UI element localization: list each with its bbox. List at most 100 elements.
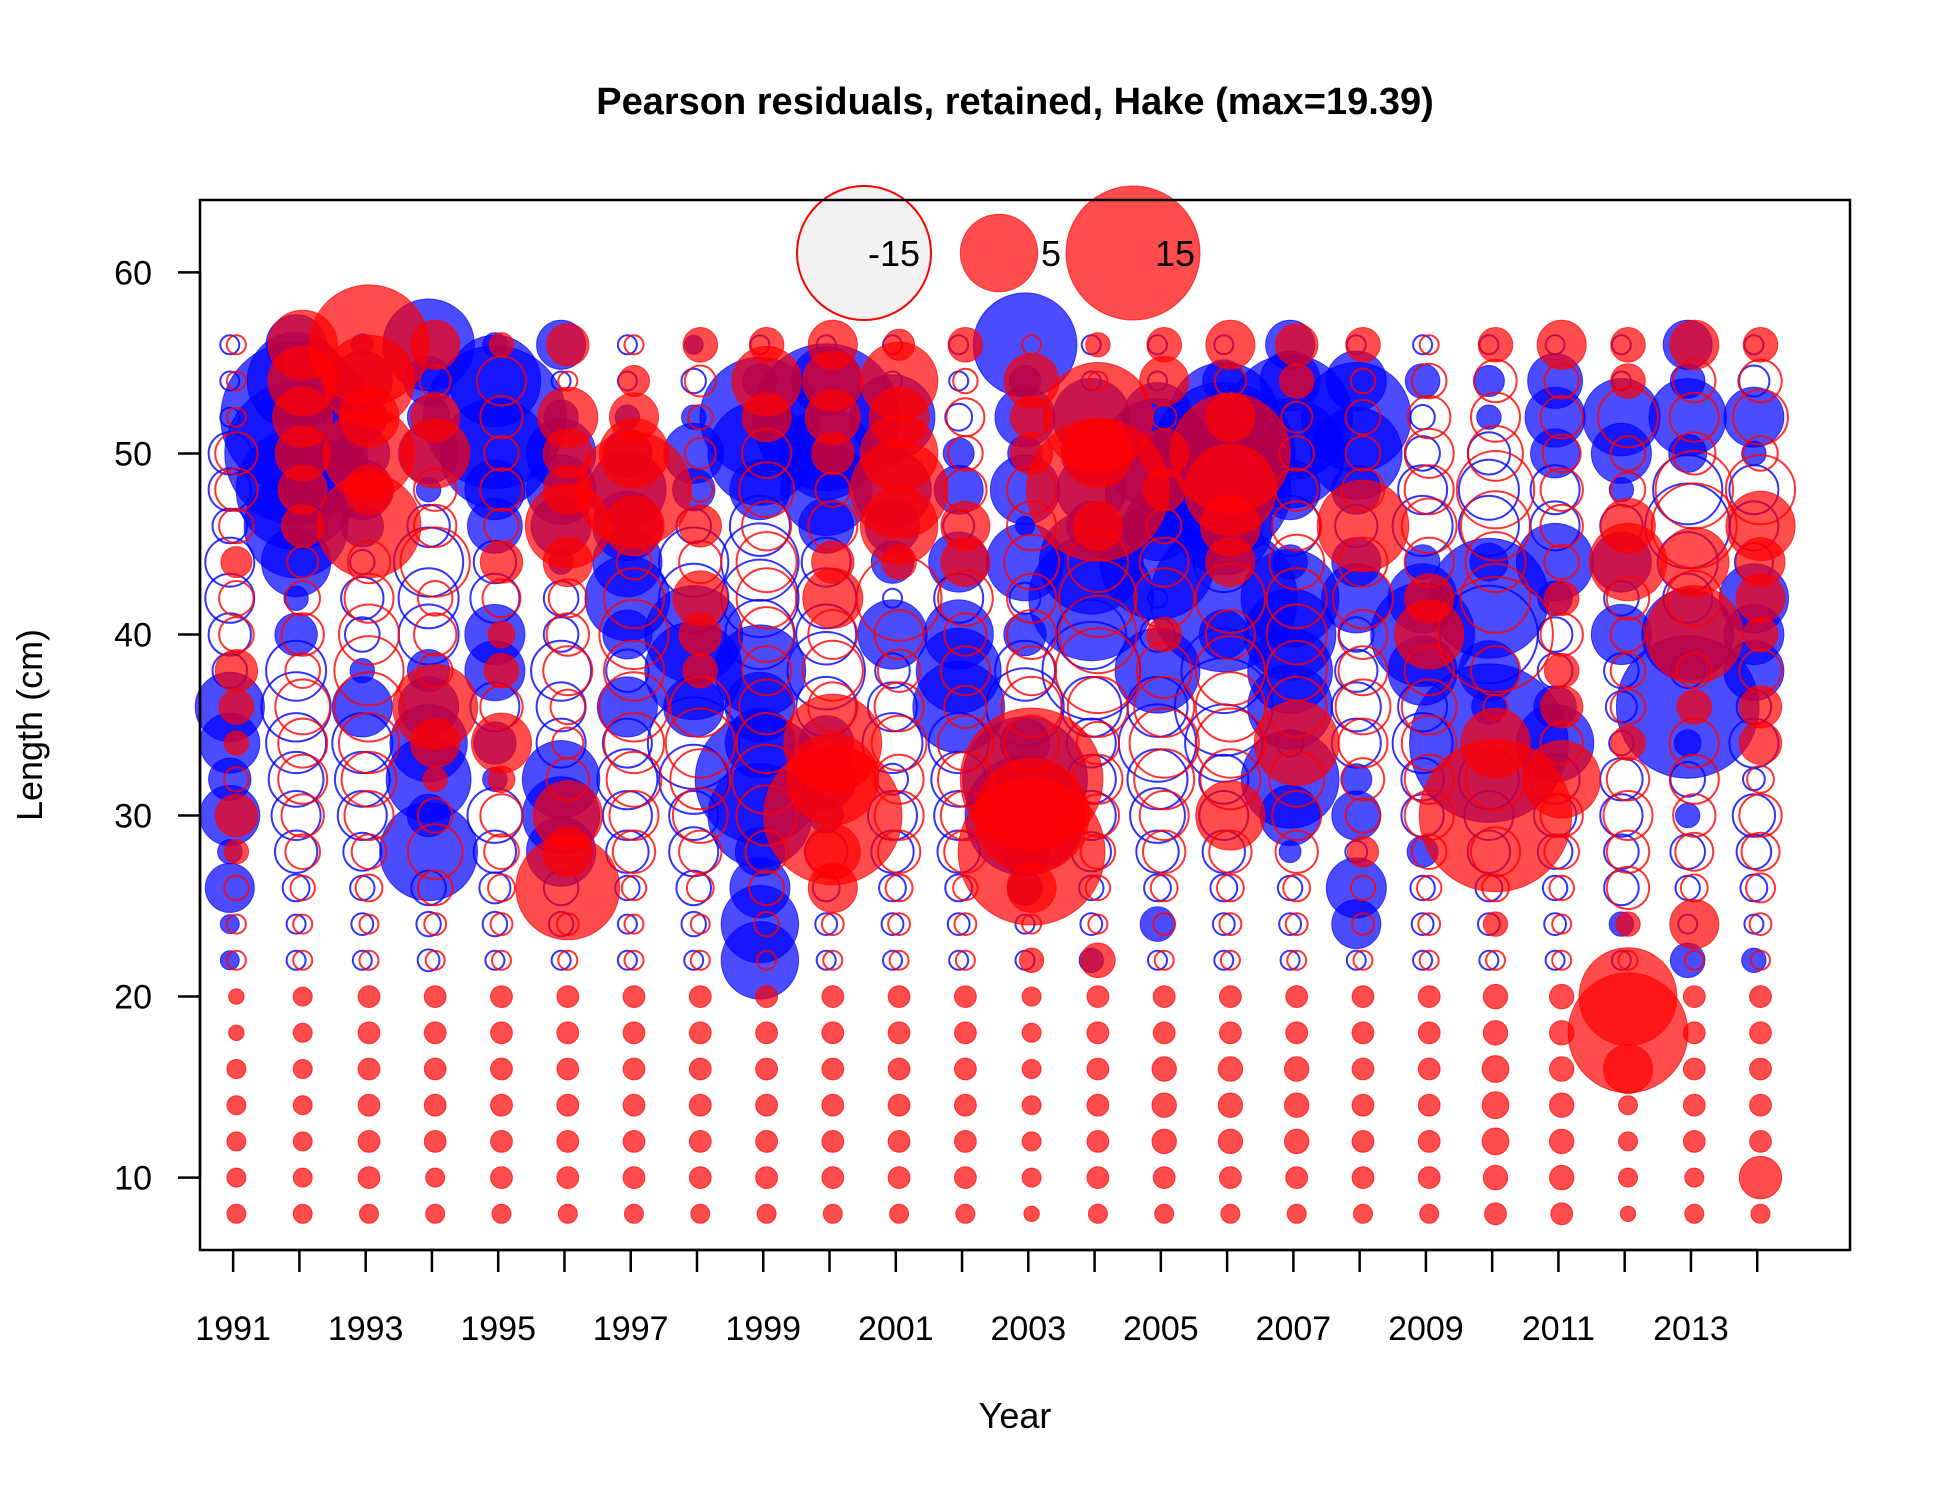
y-axis-label: Length (cm) bbox=[9, 629, 50, 821]
bubble-2004-24 bbox=[1087, 913, 1109, 935]
bubble-2002-52 bbox=[944, 402, 974, 432]
bubble-2004-18 bbox=[1086, 1021, 1110, 1045]
bubble-2011-26 bbox=[1548, 874, 1575, 902]
bubble-1994-46 bbox=[413, 503, 458, 549]
bubble-2010-44 bbox=[1464, 531, 1527, 594]
bubble-1997-24 bbox=[616, 913, 638, 935]
bubble-2011-20 bbox=[1549, 983, 1575, 1010]
bubble-1995-26 bbox=[487, 873, 516, 903]
bubble-1994-30 bbox=[416, 797, 454, 834]
bubble-1996-56 bbox=[546, 323, 590, 367]
bubble-2005-46 bbox=[1145, 507, 1183, 545]
bubble-2002-18 bbox=[954, 1021, 977, 1045]
bubble-2003-20 bbox=[1021, 986, 1042, 1007]
bubble-2012-28 bbox=[1603, 833, 1640, 871]
bubble-1991-56 bbox=[219, 334, 241, 356]
bubble-2009-54 bbox=[1410, 362, 1448, 400]
bubble-1997-28 bbox=[605, 829, 650, 874]
bubble-1999-36 bbox=[738, 678, 795, 736]
bubble-2005-12 bbox=[1151, 1128, 1177, 1155]
bubble-1996-14 bbox=[556, 1093, 580, 1117]
bubble-2009-16 bbox=[1417, 1057, 1441, 1081]
bubble-1992-18 bbox=[292, 1022, 313, 1043]
bubble-2009-12 bbox=[1417, 1130, 1441, 1153]
bubble-2007-28 bbox=[1274, 829, 1319, 874]
bubble-1995-24 bbox=[481, 910, 509, 938]
bubble-1991-28 bbox=[223, 839, 250, 865]
bubble-2005-10 bbox=[1152, 1166, 1176, 1189]
bubble-2005-34 bbox=[1128, 707, 1200, 779]
bubble-2011-12 bbox=[1549, 1128, 1575, 1155]
bubble-1997-54 bbox=[618, 365, 650, 397]
bubble-2006-22 bbox=[1219, 949, 1241, 971]
bubble-1995-42 bbox=[481, 578, 522, 619]
bubble-2011-44 bbox=[1543, 543, 1580, 581]
bubble-2012-36 bbox=[1609, 688, 1647, 726]
bubble-2011-8 bbox=[1550, 1202, 1574, 1226]
bubble-1995-56 bbox=[488, 332, 515, 358]
bubble-1998-10 bbox=[688, 1166, 712, 1189]
bubble-2012-30 bbox=[1602, 790, 1654, 841]
bubble-1997-36 bbox=[598, 671, 670, 743]
bubble-2005-24 bbox=[1152, 912, 1177, 936]
x-tick-label-2009: 2009 bbox=[1388, 1310, 1464, 1348]
bubble-2002-24 bbox=[946, 912, 971, 936]
bubble-2012-26 bbox=[1603, 869, 1640, 907]
bubble-2000-38 bbox=[801, 639, 864, 702]
x-tick-label-1999: 1999 bbox=[725, 1310, 801, 1348]
bubble-2006-30 bbox=[1195, 780, 1266, 851]
bubble-1994-24 bbox=[423, 912, 448, 936]
bubble-1997-46 bbox=[603, 495, 665, 557]
bubble-1998-28 bbox=[668, 826, 720, 878]
bubble-1997-32 bbox=[596, 748, 659, 811]
bubble-1992-38 bbox=[265, 639, 328, 702]
bubble-1998-24 bbox=[689, 913, 711, 935]
bubble-2008-28 bbox=[1347, 835, 1379, 868]
bubble-2007-30 bbox=[1271, 790, 1323, 841]
bubble-1995-8 bbox=[491, 1203, 512, 1224]
bubble-2007-56 bbox=[1275, 323, 1319, 367]
bubble-2013-12 bbox=[1682, 1130, 1706, 1153]
bubble-1994-34 bbox=[410, 718, 461, 769]
bubble-2000-18 bbox=[821, 1021, 845, 1045]
bubble-2005-38 bbox=[1135, 642, 1193, 700]
bubble-1995-22 bbox=[484, 949, 506, 971]
bubble-2013-8 bbox=[1684, 1203, 1705, 1224]
bubble-1991-24 bbox=[219, 914, 240, 935]
bubble-1996-22 bbox=[550, 949, 572, 971]
bubble-1993-8 bbox=[359, 1203, 379, 1224]
bubble-2002-36 bbox=[943, 684, 988, 730]
bubble-2010-18 bbox=[1482, 1020, 1509, 1046]
bubble-1992-32 bbox=[277, 753, 329, 805]
bubble-2014-14 bbox=[1749, 1093, 1772, 1117]
bubble-2008-36 bbox=[1334, 678, 1392, 736]
bubble-2000-42 bbox=[802, 567, 864, 629]
bubble-2004-26 bbox=[1084, 874, 1112, 902]
bubble-2013-34 bbox=[1668, 717, 1720, 769]
bubble-2007-16 bbox=[1284, 1056, 1310, 1082]
bubble-1999-18 bbox=[755, 1021, 778, 1045]
bubble-2013-18 bbox=[1682, 1021, 1706, 1045]
bubble-2002-52 bbox=[945, 397, 986, 438]
bubble-2008-54 bbox=[1349, 367, 1377, 395]
bubble-1991-34 bbox=[223, 730, 250, 756]
bubble-2011-40 bbox=[1536, 616, 1574, 653]
bubble-2007-44 bbox=[1268, 533, 1326, 591]
bubble-1998-14 bbox=[688, 1093, 712, 1117]
bubble-1997-34 bbox=[603, 712, 665, 775]
bubble-2006-26 bbox=[1209, 873, 1239, 903]
bubble-1992-8 bbox=[292, 1203, 313, 1224]
bubble-2008-46 bbox=[1316, 479, 1410, 573]
bubble-2002-20 bbox=[954, 985, 977, 1008]
bubble-1997-40 bbox=[598, 598, 670, 671]
bubble-2008-22 bbox=[1352, 949, 1374, 971]
bubble-1995-12 bbox=[490, 1130, 513, 1153]
bubble-1995-30 bbox=[479, 793, 524, 838]
bubble-1993-24 bbox=[358, 913, 380, 935]
bubble-1998-16 bbox=[688, 1057, 712, 1081]
bubble-2007-48 bbox=[1274, 467, 1319, 512]
bubble-2009-26 bbox=[1409, 874, 1436, 902]
bubble-2004-36 bbox=[1066, 675, 1129, 738]
bubble-2012-56 bbox=[1610, 327, 1646, 363]
bubble-2014-56 bbox=[1742, 327, 1779, 363]
